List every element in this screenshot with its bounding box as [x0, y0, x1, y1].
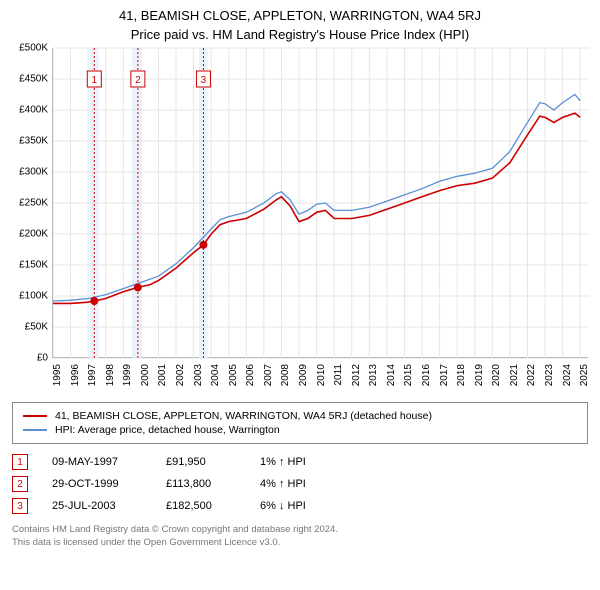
sale-price: £113,800	[166, 478, 236, 490]
sale-row: 3 25-JUL-2003 £182,500 6% ↓ HPI	[12, 498, 588, 514]
y-tick-label: £50K	[25, 322, 48, 333]
x-tick-label: 2001	[157, 364, 168, 386]
chart-subtitle: Price paid vs. HM Land Registry's House …	[12, 27, 588, 42]
legend-row: HPI: Average price, detached house, Warr…	[23, 424, 577, 436]
svg-text:1: 1	[92, 75, 98, 86]
y-tick-label: £300K	[19, 167, 48, 178]
x-tick-label: 2003	[193, 364, 204, 386]
legend-label: HPI: Average price, detached house, Warr…	[55, 424, 280, 436]
x-tick-label: 2015	[403, 364, 414, 386]
sale-marker-box: 2	[12, 476, 28, 492]
x-tick-label: 1996	[70, 364, 81, 386]
y-tick-label: £500K	[19, 43, 48, 54]
x-tick-label: 2000	[140, 364, 151, 386]
sale-row: 2 29-OCT-1999 £113,800 4% ↑ HPI	[12, 476, 588, 492]
x-tick-label: 2014	[386, 364, 397, 386]
x-tick-label: 2002	[175, 364, 186, 386]
x-tick-label: 2025	[579, 364, 590, 386]
x-tick-label: 2020	[491, 364, 502, 386]
x-tick-label: 2007	[263, 364, 274, 386]
footer-line-1: Contains HM Land Registry data © Crown c…	[12, 524, 588, 537]
sale-marker-box: 1	[12, 454, 28, 470]
y-tick-label: £200K	[19, 229, 48, 240]
sale-price: £182,500	[166, 500, 236, 512]
x-tick-label: 2019	[474, 364, 485, 386]
legend-row: 41, BEAMISH CLOSE, APPLETON, WARRINGTON,…	[23, 410, 577, 422]
legend-label: 41, BEAMISH CLOSE, APPLETON, WARRINGTON,…	[55, 410, 432, 422]
x-tick-label: 2011	[333, 364, 344, 386]
x-tick-label: 2024	[562, 364, 573, 386]
x-tick-label: 2004	[210, 364, 221, 386]
x-tick-label: 2008	[280, 364, 291, 386]
sale-delta: 6% ↓ HPI	[260, 500, 340, 512]
footer-attribution: Contains HM Land Registry data © Crown c…	[12, 524, 588, 550]
y-tick-label: £250K	[19, 198, 48, 209]
x-tick-label: 1998	[105, 364, 116, 386]
x-tick-label: 1995	[52, 364, 63, 386]
sale-delta: 4% ↑ HPI	[260, 478, 340, 490]
x-tick-label: 2006	[245, 364, 256, 386]
legend-swatch	[23, 429, 47, 431]
y-tick-label: £350K	[19, 136, 48, 147]
x-tick-label: 2009	[298, 364, 309, 386]
x-tick-label: 1997	[87, 364, 98, 386]
chart-title: 41, BEAMISH CLOSE, APPLETON, WARRINGTON,…	[12, 8, 588, 23]
x-tick-label: 1999	[122, 364, 133, 386]
legend: 41, BEAMISH CLOSE, APPLETON, WARRINGTON,…	[12, 402, 588, 444]
sale-price: £91,950	[166, 456, 236, 468]
footer-line-2: This data is licensed under the Open Gov…	[12, 537, 588, 550]
plot-area: £0 £50K £100K £150K £200K £250K £300K £350K £400…	[12, 48, 588, 398]
y-tick-label: £0	[37, 353, 48, 364]
sale-marker-box: 3	[12, 498, 28, 514]
sale-date: 09-MAY-1997	[52, 456, 142, 468]
x-tick-label: 2017	[439, 364, 450, 386]
sales-table: 1 09-MAY-1997 £91,950 1% ↑ HPI 2 29-OCT-1999 £…	[12, 454, 588, 514]
x-tick-label: 2012	[351, 364, 362, 386]
x-tick-label: 2013	[368, 364, 379, 386]
sale-date: 25-JUL-2003	[52, 500, 142, 512]
x-axis-labels: 1995 1996 1997 1998 1999 2000 2001 2002 2003 2004…	[52, 360, 588, 398]
y-tick-label: £400K	[19, 105, 48, 116]
y-tick-label: £150K	[19, 260, 48, 271]
x-tick-label: 2023	[544, 364, 555, 386]
plot-region: 1 2 3	[52, 48, 588, 358]
svg-text:3: 3	[201, 75, 207, 86]
sale-date: 29-OCT-1999	[52, 478, 142, 490]
x-tick-label: 2022	[526, 364, 537, 386]
y-tick-label: £100K	[19, 291, 48, 302]
x-tick-label: 2005	[228, 364, 239, 386]
sale-row: 1 09-MAY-1997 £91,950 1% ↑ HPI	[12, 454, 588, 470]
y-tick-label: £450K	[19, 74, 48, 85]
plot-svg: 1 2 3	[53, 48, 589, 358]
x-tick-label: 2021	[509, 364, 520, 386]
legend-swatch	[23, 415, 47, 417]
svg-text:2: 2	[135, 75, 141, 86]
x-tick-label: 2018	[456, 364, 467, 386]
chart-container: 41, BEAMISH CLOSE, APPLETON, WARRINGTON,…	[0, 0, 600, 562]
x-tick-label: 2010	[316, 364, 327, 386]
y-axis-labels: £0£50K£100K£150K£200K£250K£300K£350K£400…	[12, 48, 52, 358]
sale-delta: 1% ↑ HPI	[260, 456, 340, 468]
x-tick-label: 2016	[421, 364, 432, 386]
title-block: 41, BEAMISH CLOSE, APPLETON, WARRINGTON,…	[12, 8, 588, 42]
